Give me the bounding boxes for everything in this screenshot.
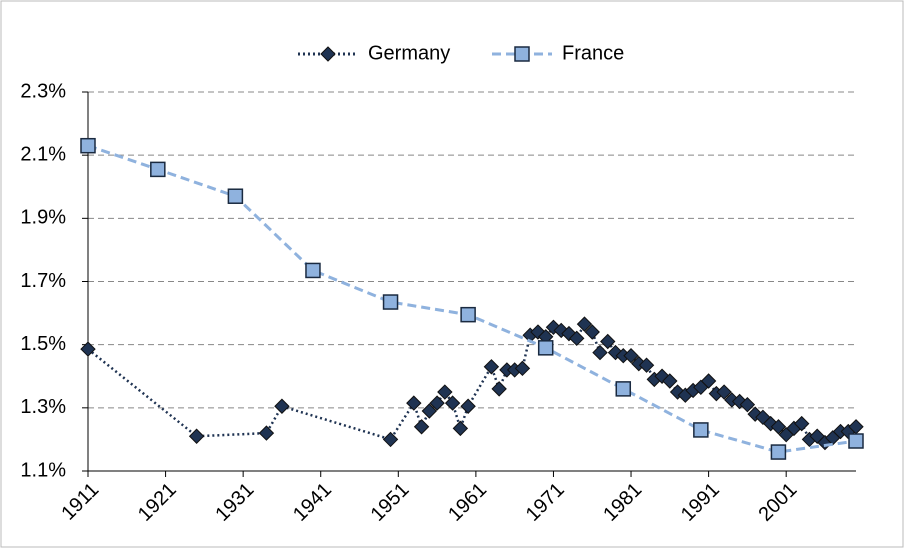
data-point <box>569 330 585 347</box>
data-point <box>258 425 275 441</box>
data-point <box>615 381 632 397</box>
data-point <box>460 306 476 323</box>
legend-marker <box>320 46 336 62</box>
data-point <box>452 420 469 437</box>
data-point <box>793 415 810 432</box>
data-point <box>584 324 600 340</box>
data-point <box>576 316 593 332</box>
data-point <box>429 395 445 411</box>
data-point <box>413 419 430 435</box>
data-point <box>406 395 422 411</box>
data-point <box>638 357 655 373</box>
data-point <box>600 333 616 350</box>
data-point <box>848 433 864 449</box>
data-point <box>188 428 205 444</box>
data-point <box>227 188 244 204</box>
data-point <box>537 340 554 356</box>
y-tick-label: 1.3% <box>20 396 66 418</box>
y-tick-label: 1.7% <box>20 270 66 292</box>
data-point <box>669 384 686 400</box>
data-point <box>654 368 670 384</box>
y-tick-label: 1.9% <box>20 207 66 229</box>
data-point <box>770 419 787 435</box>
data-point <box>545 319 562 336</box>
data-point <box>274 398 290 414</box>
data-point <box>150 161 166 178</box>
data-point <box>491 381 507 397</box>
data-point <box>483 359 500 375</box>
y-tick-label: 2.1% <box>20 143 66 165</box>
data-point <box>382 294 399 310</box>
data-point <box>421 403 438 419</box>
data-point <box>739 396 756 413</box>
y-tick-label: 1.1% <box>20 459 66 481</box>
legend-marker <box>514 46 530 62</box>
data-point <box>700 373 717 389</box>
data-point <box>607 344 624 361</box>
legend-label: France <box>562 42 624 64</box>
data-point <box>716 384 732 400</box>
data-point <box>514 360 531 377</box>
data-point <box>80 137 96 154</box>
data-point <box>305 262 321 279</box>
data-point <box>80 341 96 357</box>
y-tick-label: 2.3% <box>20 80 66 102</box>
legend-label: Germany <box>368 42 450 64</box>
data-point <box>382 431 399 448</box>
data-point <box>437 384 453 400</box>
data-point <box>623 348 639 364</box>
y-tick-label: 1.5% <box>20 333 66 355</box>
data-point <box>592 344 608 361</box>
data-point <box>693 422 709 438</box>
data-point <box>762 415 779 432</box>
data-point <box>770 444 787 460</box>
data-point <box>444 395 461 411</box>
data-point <box>460 398 476 414</box>
data-point <box>662 373 678 389</box>
